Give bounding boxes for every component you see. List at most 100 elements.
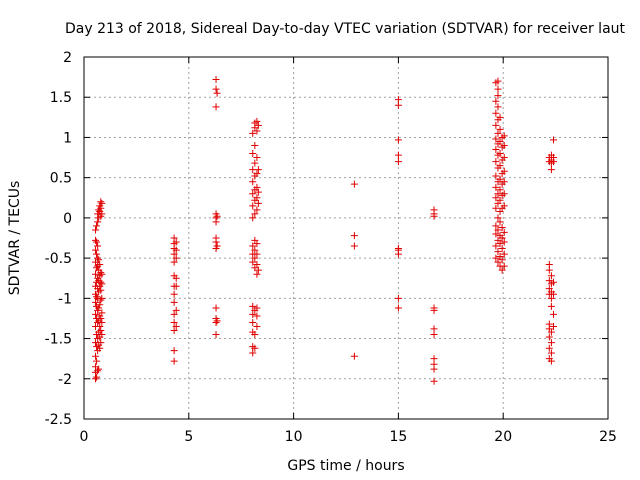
data-point [496,186,504,194]
data-point [170,298,178,306]
data-point [249,349,257,357]
data-point [394,136,402,144]
data-point [92,236,100,244]
data-point [98,199,106,207]
data-point [92,270,100,278]
data-point [212,234,220,242]
data-point [253,250,261,258]
data-point [98,318,106,326]
data-point [394,304,402,312]
data-point [500,132,508,140]
data-point [95,365,103,373]
data-point [494,226,502,234]
data-point [498,256,506,264]
data-point [430,206,438,214]
data-point [92,352,100,360]
data-point [550,136,558,144]
ticks-layer: 0 5 10 15 20 25 -2.5 -2 -1.5 -1 -0.5 0 0.5 1 1.5 2 [45,50,617,445]
data-point [249,310,257,318]
data-point [496,125,504,133]
data-point [253,127,261,135]
data-point [98,309,106,317]
data-point [496,175,504,183]
data-point [97,327,105,335]
data-point [96,344,104,352]
data-point [494,190,502,198]
data-point [545,333,553,341]
data-point [249,178,257,186]
data-point [97,296,105,304]
data-point [492,158,500,166]
y-tick-label: -2.5 [45,412,72,428]
data-point [430,355,438,363]
data-point [94,218,102,226]
data-point [253,206,261,214]
data-point [96,301,104,309]
data-point [172,246,180,254]
data-point [500,228,508,236]
data-point [498,224,506,232]
data-point [92,246,100,254]
data-point [545,344,553,352]
x-tick-label: 20 [494,429,512,445]
data-point [492,135,500,143]
data-point [500,250,508,258]
data-point [430,325,438,333]
data-point [430,377,438,385]
data-point [249,242,257,250]
data-point [254,266,262,274]
data-point [350,232,358,240]
data-point [253,261,261,269]
data-point [500,190,508,198]
data-point [500,238,508,246]
data-point [93,250,101,258]
data-point [253,154,261,162]
data-point [95,256,103,264]
data-point [98,294,106,302]
data-point [96,322,104,330]
data-point [172,254,180,262]
data-point [212,85,220,93]
data-point [550,310,558,318]
data-point [350,180,358,188]
y-tick-label: 0.5 [50,171,72,187]
data-point [253,183,261,191]
data-point [545,261,553,269]
data-point [97,198,105,206]
data-point [212,304,220,312]
data-point [93,373,101,381]
data-point [496,162,504,170]
data-point [500,262,508,270]
x-tick-label: 10 [285,429,303,445]
chart-title: Day 213 of 2018, Sidereal Day-to-day VTE… [65,21,626,37]
data-point [98,210,106,218]
data-point [253,240,261,248]
data-point [253,117,261,125]
data-point [92,298,100,306]
data-point [394,151,402,159]
data-point [430,304,438,312]
data-point [172,306,180,314]
data-point [170,327,178,335]
data-point [213,212,221,220]
y-tick-label: -1.5 [45,332,72,348]
data-point [172,322,180,330]
data-point [496,196,504,204]
data-point [547,339,555,347]
data-point [170,310,178,318]
data-point [498,244,506,252]
data-point [350,242,358,250]
data-point [170,290,178,298]
data-point [496,240,504,248]
data-point [249,129,257,137]
data-point [494,248,502,256]
data-point [492,121,500,129]
data-point [492,172,500,180]
data-point [494,85,502,93]
data-point [500,154,508,162]
x-axis-title: GPS time / hours [287,458,404,474]
data-point [550,154,558,162]
data-point [500,141,508,149]
data-point [213,242,221,250]
y-tick-label: 2 [63,50,72,66]
